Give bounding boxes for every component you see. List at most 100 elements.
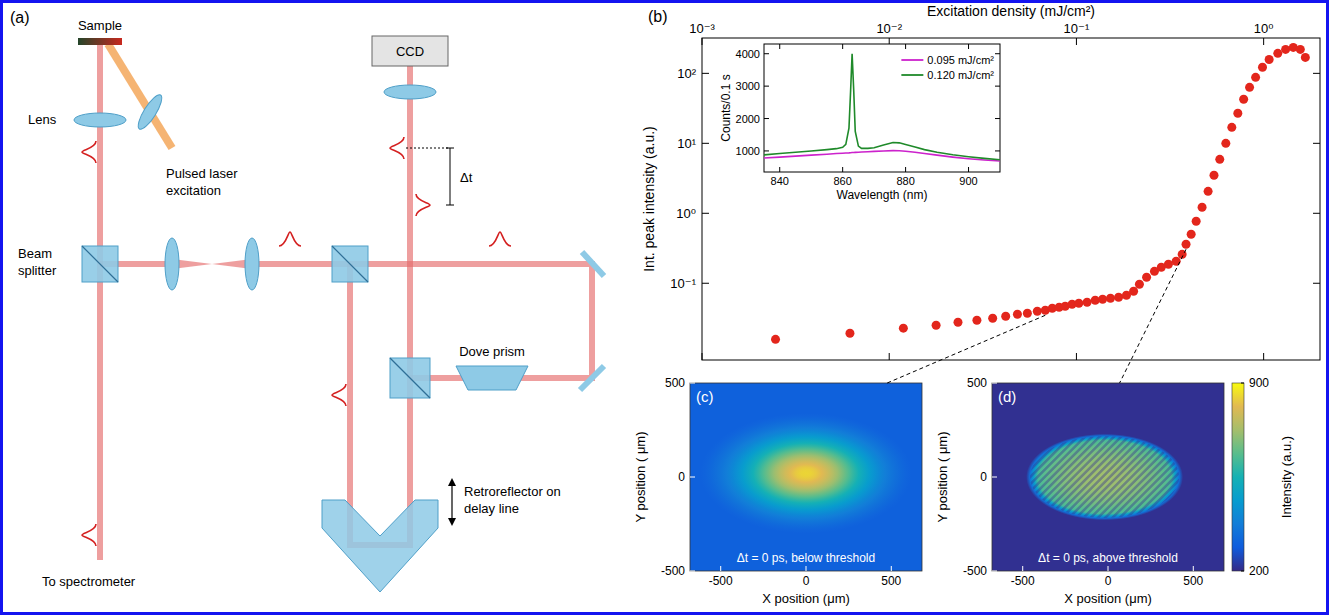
pulse <box>82 141 96 163</box>
spectrum-line <box>764 54 1000 160</box>
y-axis-title: Counts/0.1 s <box>719 74 733 141</box>
x-tick-label: 10⁻¹ <box>1064 21 1090 36</box>
y-tick-label: -500 <box>963 564 987 578</box>
y-tick-label: 3000 <box>736 80 760 92</box>
colorbar-tick-label: 900 <box>1249 376 1269 390</box>
x-tick <box>891 566 892 571</box>
beam-focus <box>172 259 252 269</box>
y-tick <box>690 571 695 572</box>
y-tick <box>995 150 1000 151</box>
x-tick-label: 860 <box>833 175 851 187</box>
y-tick-label: 0 <box>980 470 987 484</box>
y-tick-label: 500 <box>665 376 685 390</box>
data-point <box>1192 217 1201 226</box>
y-tick <box>702 143 709 144</box>
arrow-head <box>448 478 456 486</box>
y-tick <box>764 53 769 54</box>
y-tick <box>992 571 997 572</box>
pulse <box>332 384 346 406</box>
data-point <box>1251 73 1260 82</box>
label: Sample <box>78 18 122 33</box>
y-tick <box>764 118 769 119</box>
splitter-plane <box>390 358 430 398</box>
x-tick-label: 10⁰ <box>1254 21 1274 36</box>
data-point <box>1258 63 1267 72</box>
x-tick <box>1022 566 1023 571</box>
x-tick-label: 10⁻³ <box>689 21 715 36</box>
x-tick <box>1263 38 1264 45</box>
image-panel: -5000500-5000500X position (μm)Y positio… <box>935 376 1294 606</box>
y-tick-label: 4000 <box>736 48 760 60</box>
plot-frame <box>702 38 1320 360</box>
x-tick <box>842 167 843 172</box>
data-point <box>953 318 962 327</box>
data-point <box>1013 310 1022 319</box>
y-axis-title: Y position ( μm) <box>633 431 648 522</box>
y-axis-title: Y position ( μm) <box>935 431 950 522</box>
y-tick-label: 500 <box>967 376 987 390</box>
data-point <box>899 324 908 333</box>
y-tick <box>690 383 695 384</box>
image-frame <box>690 383 922 571</box>
dove-prism <box>456 366 528 390</box>
delay-arrow <box>451 484 452 520</box>
image-background <box>690 383 922 571</box>
mirror <box>580 366 604 390</box>
y-tick <box>1313 73 1320 74</box>
y-tick-label: 1000 <box>736 145 760 157</box>
data-point <box>1198 203 1207 212</box>
delay-bracket <box>450 148 451 205</box>
x-axis-title: Excitation density (mJ/cm²) <box>927 3 1095 19</box>
data-point <box>1142 273 1151 282</box>
inset: 8408608809001000200030004000Wavelength (… <box>719 44 1000 202</box>
panel-label: (a) <box>10 9 30 26</box>
x-tick <box>779 44 780 49</box>
data-point <box>1301 53 1310 62</box>
data-point <box>1209 171 1218 180</box>
pulse <box>82 524 96 546</box>
pulse <box>416 194 430 216</box>
x-tick <box>1193 566 1194 571</box>
data-point <box>1265 55 1274 64</box>
plot-b: 10⁻³10⁻²10⁻¹10⁰10⁻¹10⁰10¹10²Excitation d… <box>641 3 1320 360</box>
y-tick <box>992 477 997 478</box>
x-tick <box>842 44 843 49</box>
image-annotation: Δt = 0 ps, below threshold <box>737 551 875 565</box>
image-content <box>690 383 922 571</box>
data-point <box>1172 257 1181 266</box>
x-tick <box>702 353 703 360</box>
label: Retroreflector on delay line <box>464 484 561 516</box>
y-tick <box>764 150 769 151</box>
y-tick <box>702 73 709 74</box>
beam-splitter <box>390 358 430 398</box>
delay-bracket <box>446 205 454 206</box>
label: CCD <box>396 44 424 59</box>
mirror <box>582 252 604 276</box>
data-point <box>1187 230 1196 239</box>
x-tick <box>905 167 906 172</box>
data-point <box>1098 295 1107 304</box>
setup-diagram: (a)SampleLensPulsed laserexcitationBeams… <box>10 9 604 592</box>
colorbar-tick <box>1241 383 1244 384</box>
lens <box>384 85 436 99</box>
y-tick-label: 2000 <box>736 113 760 125</box>
text-line: Beam <box>18 246 52 261</box>
x-tick-label: 880 <box>896 175 914 187</box>
inset-frame <box>764 44 1000 172</box>
pulse <box>390 137 404 159</box>
x-tick <box>905 44 906 49</box>
x-tick-label: 500 <box>881 574 901 588</box>
lens <box>134 92 165 132</box>
x-tick-label: 0 <box>803 574 810 588</box>
x-tick-label: 900 <box>959 175 977 187</box>
x-tick <box>1263 353 1264 360</box>
text-line: Retroreflector on <box>464 484 561 499</box>
text-line: delay line <box>464 501 519 516</box>
data-point <box>1227 123 1236 132</box>
x-tick-label: 0 <box>1105 574 1112 588</box>
data-point <box>845 329 854 338</box>
label: Pulsed laserexcitation <box>166 166 238 198</box>
panel-label: (b) <box>648 8 668 25</box>
data-point <box>1135 280 1144 289</box>
data-point <box>771 335 780 344</box>
